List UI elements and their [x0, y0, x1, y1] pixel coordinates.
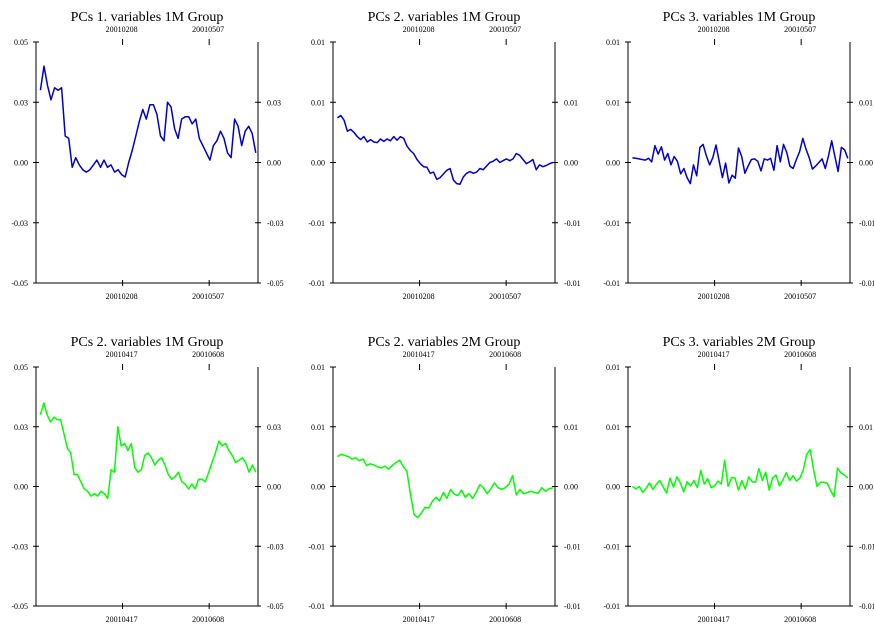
y-tick-label-left: -0.01 — [308, 279, 325, 288]
y-tick-label-right: 0.00 — [564, 159, 578, 168]
y-tick-label-left: -0.01 — [603, 219, 620, 228]
y-tick-label-left: 0.01 — [311, 423, 325, 432]
y-tick-label-right: -0.01 — [859, 602, 874, 611]
y-tick-label-left: 0.01 — [606, 98, 620, 107]
x-tick-label-top: 20010507 — [784, 25, 816, 34]
y-tick-label-left: -0.01 — [308, 542, 325, 551]
x-tick-label-bottom: 20010507 — [192, 292, 224, 301]
y-tick-label-left: 0.03 — [14, 98, 28, 107]
x-tick-label-bottom: 20010608 — [489, 615, 521, 624]
y-tick-label-left: -0.01 — [603, 279, 620, 288]
y-tick-label-left: 0.00 — [606, 159, 620, 168]
y-tick-label-right: -0.05 — [267, 279, 284, 288]
y-tick-label-left: 0.01 — [606, 38, 620, 47]
x-tick-label-bottom: 20010208 — [403, 292, 435, 301]
x-tick-label-top: 20010417 — [698, 350, 730, 359]
y-tick-label-right: 0.01 — [859, 98, 873, 107]
chart-title: PCs 2. variables 2M Group — [368, 335, 521, 350]
y-tick-label-right: 0.03 — [267, 423, 281, 432]
chart-panel-5: PCs 2. variables 2M Group 0.01 0.01 0.00 -0.… — [308, 335, 580, 624]
x-tick-label-bottom: 20010608 — [784, 615, 816, 624]
y-tick-label-left: 0.00 — [311, 159, 325, 168]
x-tick-label-top: 20010608 — [192, 350, 224, 359]
y-tick-label-left: 0.00 — [14, 159, 28, 168]
series-line-1 — [39, 402, 257, 500]
series-line-1 — [39, 65, 257, 178]
series-line-1 — [336, 453, 554, 519]
y-tick-label-left: -0.03 — [11, 542, 28, 551]
chart-title: PCs 3. variables 2M Group — [663, 335, 816, 350]
chart-title: PCs 1. variables 1M Group — [71, 10, 224, 25]
y-tick-label-left: -0.01 — [308, 219, 325, 228]
y-tick-label-left: -0.01 — [308, 602, 325, 611]
y-tick-label-left: -0.01 — [603, 542, 620, 551]
y-tick-label-right: -0.01 — [859, 219, 874, 228]
x-tick-label-top: 20010608 — [784, 350, 816, 359]
y-tick-label-left: 0.00 — [311, 483, 325, 492]
y-tick-label-right: 0.00 — [564, 483, 578, 492]
x-tick-label-top: 20010208 — [698, 25, 730, 34]
x-tick-label-bottom: 20010208 — [106, 292, 138, 301]
x-tick-label-top: 20010417 — [403, 350, 435, 359]
y-tick-label-right: -0.01 — [564, 219, 581, 228]
y-tick-label-left: -0.03 — [11, 219, 28, 228]
chart-panel-1: PCs 1. variables 1M Group 0.05 0.03 0.00 -0.… — [11, 10, 283, 301]
y-tick-label-right: 0.00 — [267, 483, 281, 492]
x-tick-label-top: 20010507 — [192, 25, 224, 34]
y-tick-label-left: 0.05 — [14, 38, 28, 47]
chart-panel-3: PCs 3. variables 1M Group 0.01 0.01 0.00 -0.… — [603, 10, 874, 301]
chart-panel-6: PCs 3. variables 2M Group 0.01 0.01 0.00 -0.… — [603, 335, 874, 624]
y-tick-label-right: -0.01 — [564, 602, 581, 611]
y-tick-label-right: -0.01 — [859, 542, 874, 551]
y-tick-label-left: -0.05 — [11, 602, 28, 611]
x-tick-label-bottom: 20010417 — [698, 615, 730, 624]
x-tick-label-top: 20010608 — [489, 350, 521, 359]
series-line-1 — [631, 448, 849, 498]
y-tick-label-right: 0.00 — [859, 159, 873, 168]
y-tick-label-left: 0.05 — [14, 363, 28, 372]
y-tick-label-right: 0.01 — [859, 423, 873, 432]
y-tick-label-left: 0.01 — [311, 363, 325, 372]
y-tick-label-left: 0.00 — [14, 483, 28, 492]
y-tick-label-right: -0.03 — [267, 219, 284, 228]
chart-panel-2: PCs 2. variables 1M Group 0.01 0.01 0.00 -0.… — [308, 10, 580, 301]
chart-title: PCs 2. variables 1M Group — [368, 10, 521, 25]
y-tick-label-left: -0.01 — [603, 602, 620, 611]
y-tick-label-right: 0.00 — [267, 159, 281, 168]
chart-title: PCs 3. variables 1M Group — [663, 10, 816, 25]
y-tick-label-left: 0.01 — [311, 98, 325, 107]
y-tick-label-left: 0.01 — [606, 423, 620, 432]
y-tick-label-right: -0.01 — [564, 542, 581, 551]
chart-title: PCs 2. variables 1M Group — [71, 335, 224, 350]
y-tick-label-left: 0.01 — [606, 363, 620, 372]
y-tick-label-left: 0.03 — [14, 423, 28, 432]
y-tick-label-right: -0.01 — [564, 279, 581, 288]
x-tick-label-bottom: 20010507 — [489, 292, 521, 301]
x-tick-label-bottom: 20010208 — [698, 292, 730, 301]
x-tick-label-bottom: 20010608 — [192, 615, 224, 624]
x-tick-label-top: 20010208 — [403, 25, 435, 34]
series-line-1 — [632, 137, 849, 185]
x-tick-label-top: 20010208 — [106, 25, 138, 34]
y-tick-label-right: 0.03 — [267, 98, 281, 107]
x-tick-label-bottom: 20010417 — [106, 615, 138, 624]
y-tick-label-left: 0.00 — [606, 483, 620, 492]
x-tick-label-top: 20010507 — [489, 25, 521, 34]
y-tick-label-left: 0.01 — [311, 38, 325, 47]
chart-panel-4: PCs 2. variables 1M Group 0.05 0.03 0.00 -0.… — [11, 335, 283, 624]
y-tick-label-right: -0.01 — [859, 279, 874, 288]
y-tick-label-right: 0.00 — [859, 483, 873, 492]
x-tick-label-bottom: 20010417 — [403, 615, 435, 624]
y-tick-label-right: 0.01 — [564, 98, 578, 107]
y-tick-label-left: -0.05 — [11, 279, 28, 288]
x-tick-label-top: 20010417 — [106, 350, 138, 359]
y-tick-label-right: 0.01 — [564, 423, 578, 432]
y-tick-label-right: -0.05 — [267, 602, 284, 611]
series-line-1 — [336, 114, 554, 185]
x-tick-label-bottom: 20010507 — [784, 292, 816, 301]
y-tick-label-right: -0.03 — [267, 542, 284, 551]
